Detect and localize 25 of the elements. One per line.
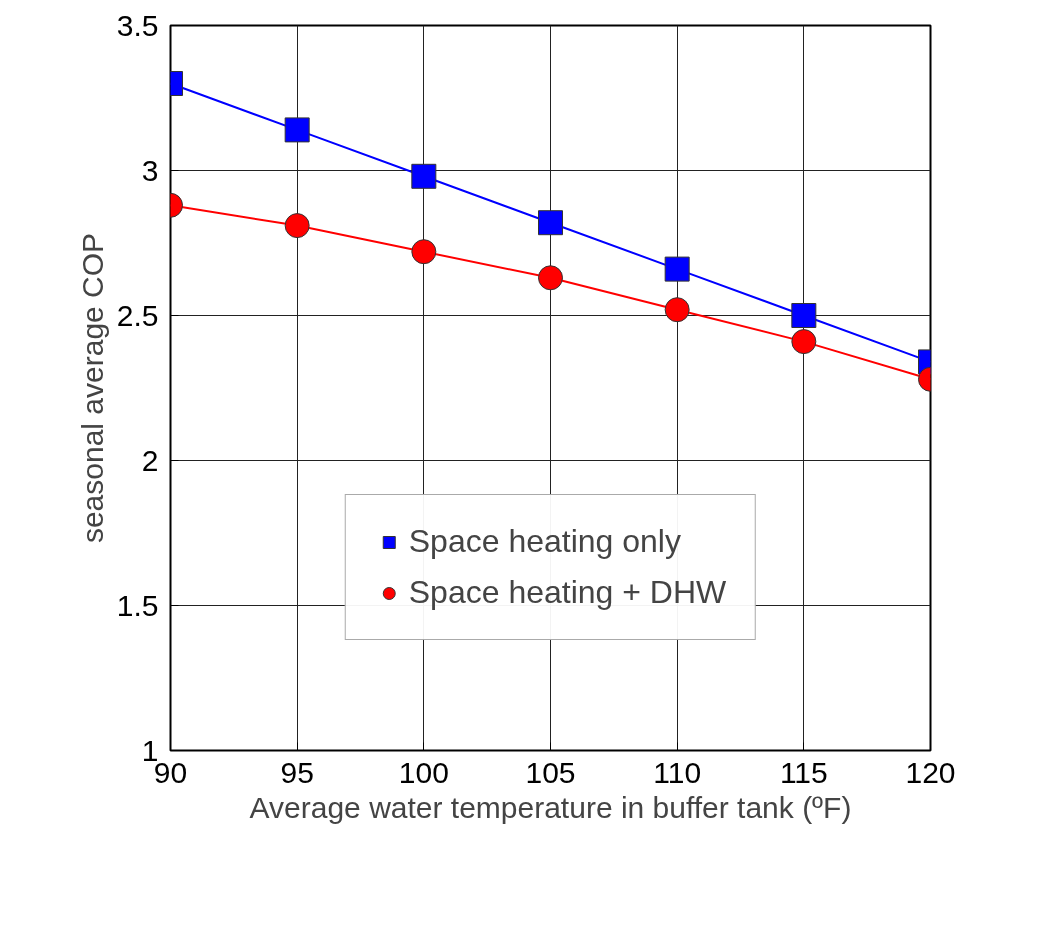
x-axis-title: Average water temperature in buffer tank (ºF) [249, 790, 852, 824]
point [284, 117, 310, 143]
y-tick-label: 3.5 [116, 8, 159, 42]
x-tick-label: 115 [779, 755, 828, 789]
point [411, 163, 437, 189]
point [791, 303, 817, 328]
y-tick-label: 3 [141, 153, 159, 187]
y-tick-label: 1.5 [116, 588, 159, 622]
point [664, 256, 690, 282]
y-tick-label: 2 [141, 443, 159, 477]
y-axis-title: seasonal average COP [75, 232, 109, 544]
x-tick-label: 120 [905, 755, 956, 789]
point [284, 213, 310, 239]
point [411, 239, 437, 265]
point [538, 210, 563, 236]
legend-label: Space heating + DHW [408, 574, 727, 611]
point [791, 329, 817, 355]
point [664, 297, 690, 323]
y-tick-label: 2.5 [116, 298, 159, 332]
x-tick-label: 105 [525, 755, 576, 789]
x-tick-label: 100 [398, 755, 449, 789]
x-tick-label: 110 [653, 755, 702, 789]
x-tick-label: 95 [280, 755, 314, 789]
legend-label: Space heating only [408, 523, 681, 560]
point [538, 265, 563, 291]
